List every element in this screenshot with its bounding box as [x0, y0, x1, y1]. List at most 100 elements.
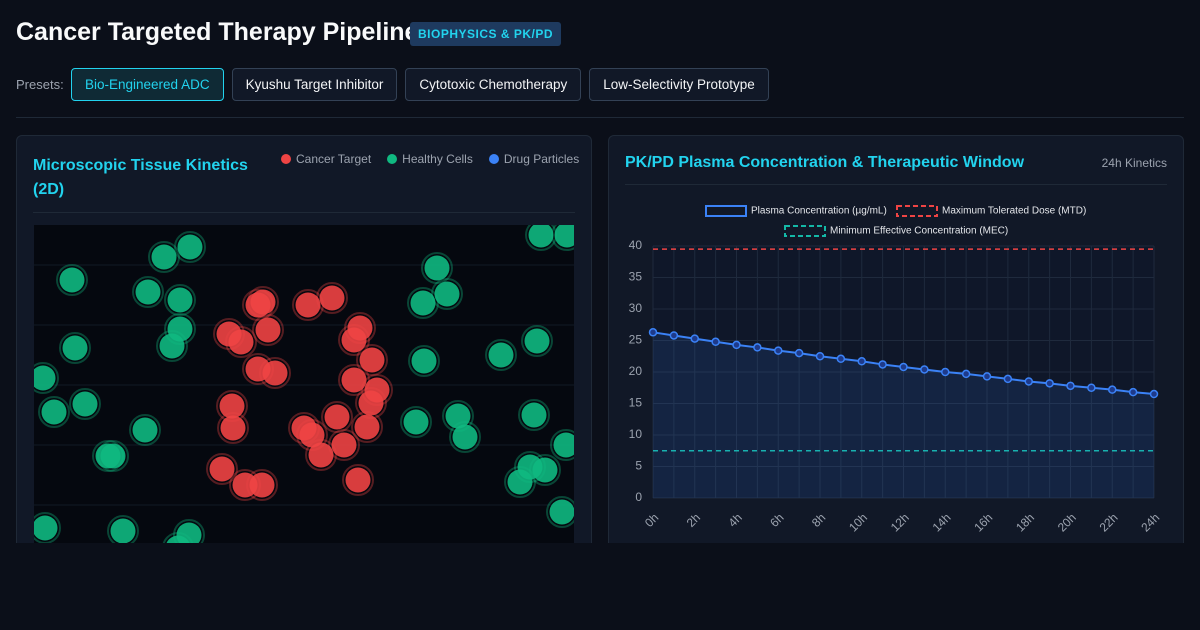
healthy-cell — [110, 518, 136, 543]
legend-swatch — [488, 154, 499, 164]
cancer-cell — [341, 367, 367, 393]
healthy-cell — [177, 234, 203, 260]
healthy-cell-halo — [148, 241, 180, 273]
presets-label: Presets: — [16, 77, 64, 92]
point — [648, 328, 658, 337]
point — [941, 367, 950, 377]
divider — [16, 117, 1184, 118]
legend-label: Drug Particles — [503, 152, 580, 166]
legend-swatch — [784, 225, 826, 237]
legend-item: Healthy Cells — [387, 152, 473, 166]
healthy-cell — [41, 399, 67, 425]
cancer-cell — [345, 467, 371, 493]
preset-button[interactable]: Kyushu Target Inhibitor — [231, 68, 398, 101]
healthy-cell — [554, 225, 574, 248]
legend-label: Plasma Concentration (µg/mL) — [751, 206, 887, 217]
healthy-cell — [403, 409, 429, 435]
cancer-cell-halo — [206, 453, 238, 485]
healthy-cell-halo — [400, 406, 432, 438]
cancer-cell-halo — [259, 357, 291, 389]
healthy-cell — [166, 535, 190, 543]
point — [1024, 377, 1033, 386]
y-tick-label: 15 — [629, 396, 643, 410]
chart-panel: PK/PD Plasma Concentration & Therapeutic… — [608, 135, 1184, 543]
healthy-cell-halo — [408, 345, 440, 377]
healthy-cell — [34, 365, 56, 391]
healthy-cell-halo — [518, 399, 550, 431]
y-tick-label: 20 — [629, 364, 643, 378]
cancer-cell-halo — [247, 286, 279, 318]
legend-item: Drug Particles — [488, 152, 580, 166]
cancer-cell-halo — [246, 469, 278, 501]
y-tick-label: 30 — [629, 301, 643, 315]
cancer-cell-halo — [338, 324, 370, 356]
cancer-cell — [324, 404, 350, 430]
healthy-cell — [452, 424, 478, 450]
healthy-cell-halo — [431, 278, 463, 310]
healthy-cell — [62, 335, 88, 361]
point — [1128, 387, 1138, 397]
healthy-cell — [159, 333, 185, 359]
point — [690, 334, 699, 343]
y-tick-label: 35 — [629, 270, 643, 284]
x-tick-label: 12h — [888, 510, 912, 534]
legend: Cancer Target Healthy Cells Drug Particles — [281, 152, 581, 166]
healthy-cell — [424, 255, 450, 281]
cancer-cell-halo — [316, 282, 348, 314]
healthy-cell-halo — [421, 252, 453, 284]
healthy-cell-halo — [107, 515, 139, 543]
cancer-cell — [220, 415, 246, 441]
page-title: Cancer Targeted Therapy Pipeline — [16, 18, 419, 46]
healthy-cell-halo — [449, 421, 481, 453]
preset-button[interactable]: Cytotoxic Chemotherapy — [405, 68, 582, 101]
cancer-cell — [228, 329, 254, 355]
y-tick-label: 0 — [635, 490, 642, 504]
cancer-cell — [359, 347, 385, 373]
x-tick-label: 4h — [726, 510, 745, 529]
point — [753, 343, 762, 352]
x-tick-label: 18h — [1013, 510, 1037, 534]
cancer-cell — [299, 422, 325, 448]
point — [961, 369, 971, 379]
cancer-cell-halo — [225, 326, 257, 358]
healthy-cell-halo — [521, 325, 553, 357]
chart-title: PK/PD Plasma Concentration & Therapeutic… — [625, 154, 1025, 171]
x-tick-label: 2h — [684, 510, 703, 529]
healthy-cell-halo — [407, 287, 439, 319]
cancer-cell — [319, 285, 345, 311]
panels: Microscopic Tissue Kinetics (2D) Cancer … — [16, 135, 1184, 543]
x-tick-label: 24h — [1138, 510, 1162, 534]
point — [982, 372, 992, 381]
x-tick-label: 10h — [846, 510, 870, 534]
tissue-canvas — [34, 225, 574, 543]
point — [1003, 374, 1013, 384]
point — [899, 362, 908, 372]
healthy-cell — [167, 287, 193, 313]
point — [1045, 379, 1054, 388]
preset-button[interactable]: Low-Selectivity Prototype — [589, 68, 769, 101]
point — [1149, 389, 1159, 399]
healthy-cell-halo — [504, 466, 536, 498]
preset-button[interactable]: Bio-Engineered ADC — [71, 68, 224, 101]
point — [1066, 381, 1075, 391]
point — [920, 365, 929, 374]
area — [653, 332, 1154, 498]
healthy-cell — [507, 469, 533, 495]
x-tick-label: 14h — [930, 510, 954, 534]
x-tick-label: 16h — [971, 510, 995, 534]
cancer-cell — [249, 472, 275, 498]
healthy-cell-halo — [129, 414, 161, 446]
chart: 0 5 10 15 20 25 30 35 40 0h 2h 4h 6h 8h 10h 12h 14h 16h 18… — [629, 205, 1162, 535]
healthy-cell — [34, 515, 58, 541]
healthy-cell-halo — [173, 519, 205, 543]
canvas-bg — [34, 225, 574, 543]
cancer-cell — [308, 442, 334, 468]
point — [669, 331, 679, 340]
healthy-cell — [72, 391, 98, 417]
cancer-cell — [354, 414, 380, 440]
cancer-cell — [331, 432, 357, 458]
healthy-cell-halo — [34, 362, 59, 394]
legend-swatch — [896, 205, 938, 217]
preset-list: Bio-Engineered ADC Kyushu Target Inhibito… — [71, 68, 769, 101]
